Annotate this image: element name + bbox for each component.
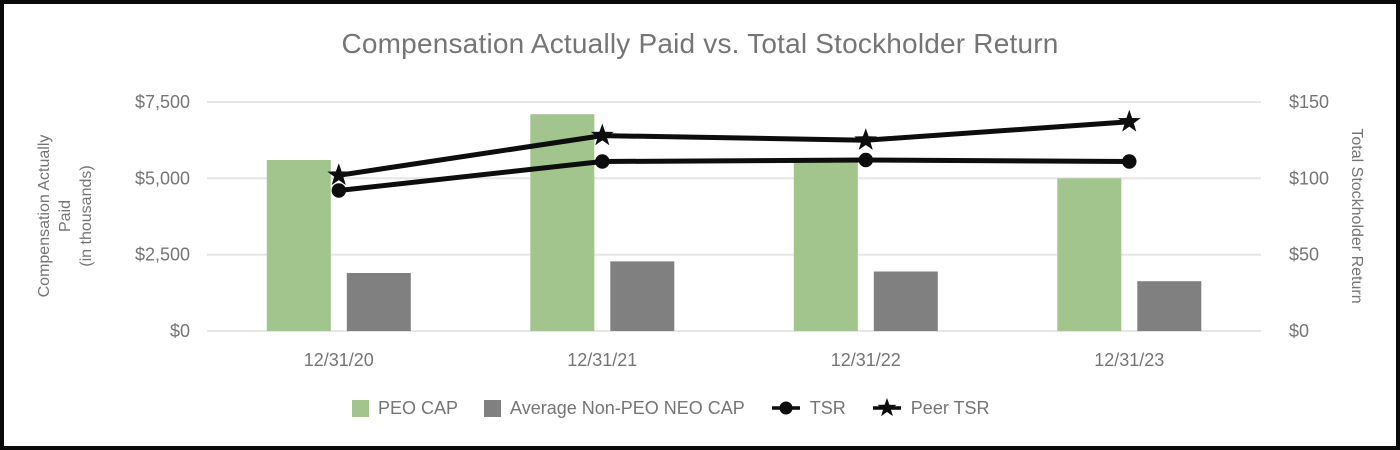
left-axis-title-line: Compensation Actually [35,134,53,298]
bar-average-non-peo-neo-cap [346,273,411,331]
marker-circle-tsr [858,152,873,168]
plot-area: $0 $2,500 $5,000 $7,500 $0 $50 $100 $150 12/31/2… [135,92,1329,370]
marker-star-peer-tsr [854,128,878,150]
legend-label: TSR [809,397,846,418]
bar-peo-cap [530,114,595,331]
marker-star-peer-tsr [327,163,351,185]
bar-peo-cap [266,160,331,331]
peo-cap-swatch-icon [352,399,369,417]
left-axis-tick-label: $7,500 [135,92,190,112]
right-axis-tick-label: $0 [1289,321,1309,341]
marker-circle-tsr [331,183,346,198]
marker-circle-tsr [595,154,610,169]
legend-label: Peer TSR [910,397,990,418]
x-axis-tick-label: 12/31/23 [1094,350,1164,370]
bar-peo-cap [1057,178,1122,331]
right-axis-title: Total Stockholder Return [1348,128,1365,304]
neo-cap-swatch-icon [484,399,502,417]
right-axis-tick-label: $150 [1289,92,1329,112]
legend-item-tsr: TSR [771,398,846,419]
bar-average-non-peo-neo-cap [1137,281,1202,331]
legend-item-neo-cap: Average Non-PEO NEO CAP [484,398,745,419]
marker-star-peer-tsr [590,123,614,146]
line-peer-tsr [336,119,1132,178]
legend: PEO CAP Average Non-PEO NEO CAP TSR Peer… [352,396,990,420]
right-axis-tick-label: $50 [1289,245,1319,265]
right-axis-tick-label: $100 [1289,168,1329,188]
left-axis-title-line: Paid [56,199,74,233]
marker-star-peer-tsr [1117,109,1141,132]
bar-peo-cap [793,161,858,331]
bar-average-non-peo-neo-cap [610,261,675,331]
legend-label: PEO CAP [378,397,459,418]
left-axis-title: Compensation Actually Paid (in thousands… [35,135,97,298]
left-axis-tick-label: $0 [170,321,190,341]
marker-circle-tsr [1122,154,1137,169]
legend-item-peer-tsr: Peer TSR [872,396,990,420]
left-axis-tick-label: $5,000 [135,168,190,188]
x-axis-tick-label: 12/31/21 [567,350,637,370]
tsr-circle-line-icon [771,401,800,415]
left-axis-title-line: (in thousands) [77,165,95,267]
x-axis-tick-label: 12/31/22 [831,350,901,370]
legend-label: Average Non-PEO NEO CAP [510,397,745,418]
peer-tsr-star-line-icon [872,398,901,417]
left-axis-tick-label: $2,500 [135,245,190,265]
x-axis-tick-label: 12/31/20 [304,350,374,370]
legend-item-peo-cap: PEO CAP [352,398,458,419]
line-tsr [336,157,1132,193]
chart-title: Compensation Actually Paid vs. Total Sto… [341,28,1059,59]
bar-average-non-peo-neo-cap [873,271,938,331]
